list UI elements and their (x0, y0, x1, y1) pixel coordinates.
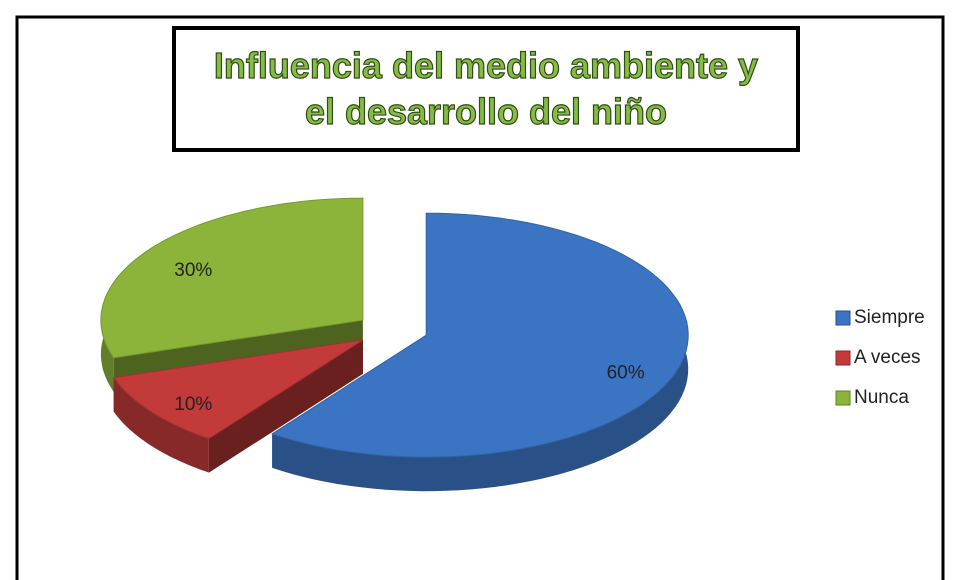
legend-label: Nunca (854, 387, 909, 408)
chart-title: Influencia del medio ambiente y el desar… (172, 26, 800, 152)
legend-swatch (835, 390, 851, 406)
chart-border (15, 15, 945, 580)
legend-swatch (835, 310, 851, 326)
legend-label: Siempre (854, 307, 925, 328)
legend-swatch (835, 350, 851, 366)
data-label: 10% (174, 394, 212, 415)
slice (112, 339, 364, 440)
slice (271, 212, 689, 458)
data-label: 60% (607, 362, 645, 383)
legend-label: A veces (854, 347, 921, 368)
slice-side (272, 213, 689, 492)
slice (100, 197, 364, 359)
slice-side (113, 377, 209, 473)
data-label: 30% (174, 260, 212, 281)
